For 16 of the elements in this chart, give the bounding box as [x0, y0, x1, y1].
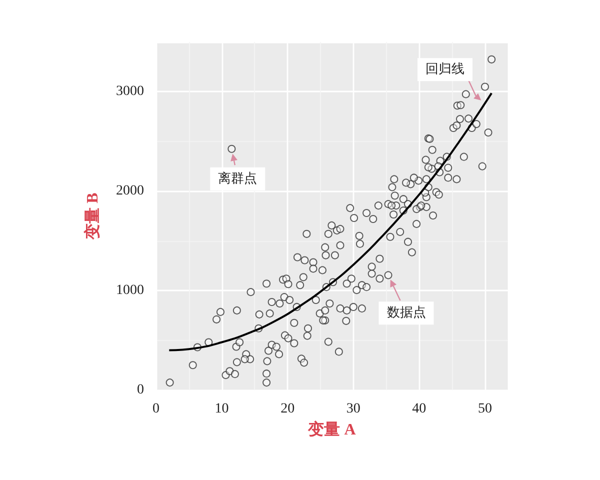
- y-tick-label: 0: [137, 382, 144, 398]
- line-series: [168, 92, 493, 352]
- annotation: 数据点: [386, 306, 426, 321]
- y-tick-label: 2000: [116, 184, 144, 199]
- x-tick-label: 40: [412, 402, 426, 416]
- y-tick-label: 1000: [116, 283, 144, 298]
- x-tick-label: 30: [346, 402, 360, 416]
- annotation: 离群点: [218, 170, 258, 186]
- annotation: 回归线: [425, 62, 464, 78]
- x-tick-label: 0: [152, 402, 160, 416]
- y-tick-label: 3000: [116, 84, 144, 100]
- x-tick-label: 20: [280, 402, 295, 416]
- x-axis-title: 变量 A: [307, 420, 356, 438]
- y-axis-title: 变量 B: [84, 192, 102, 240]
- x-tick-label: 10: [214, 402, 229, 416]
- x-tick-label: 50: [478, 402, 492, 416]
